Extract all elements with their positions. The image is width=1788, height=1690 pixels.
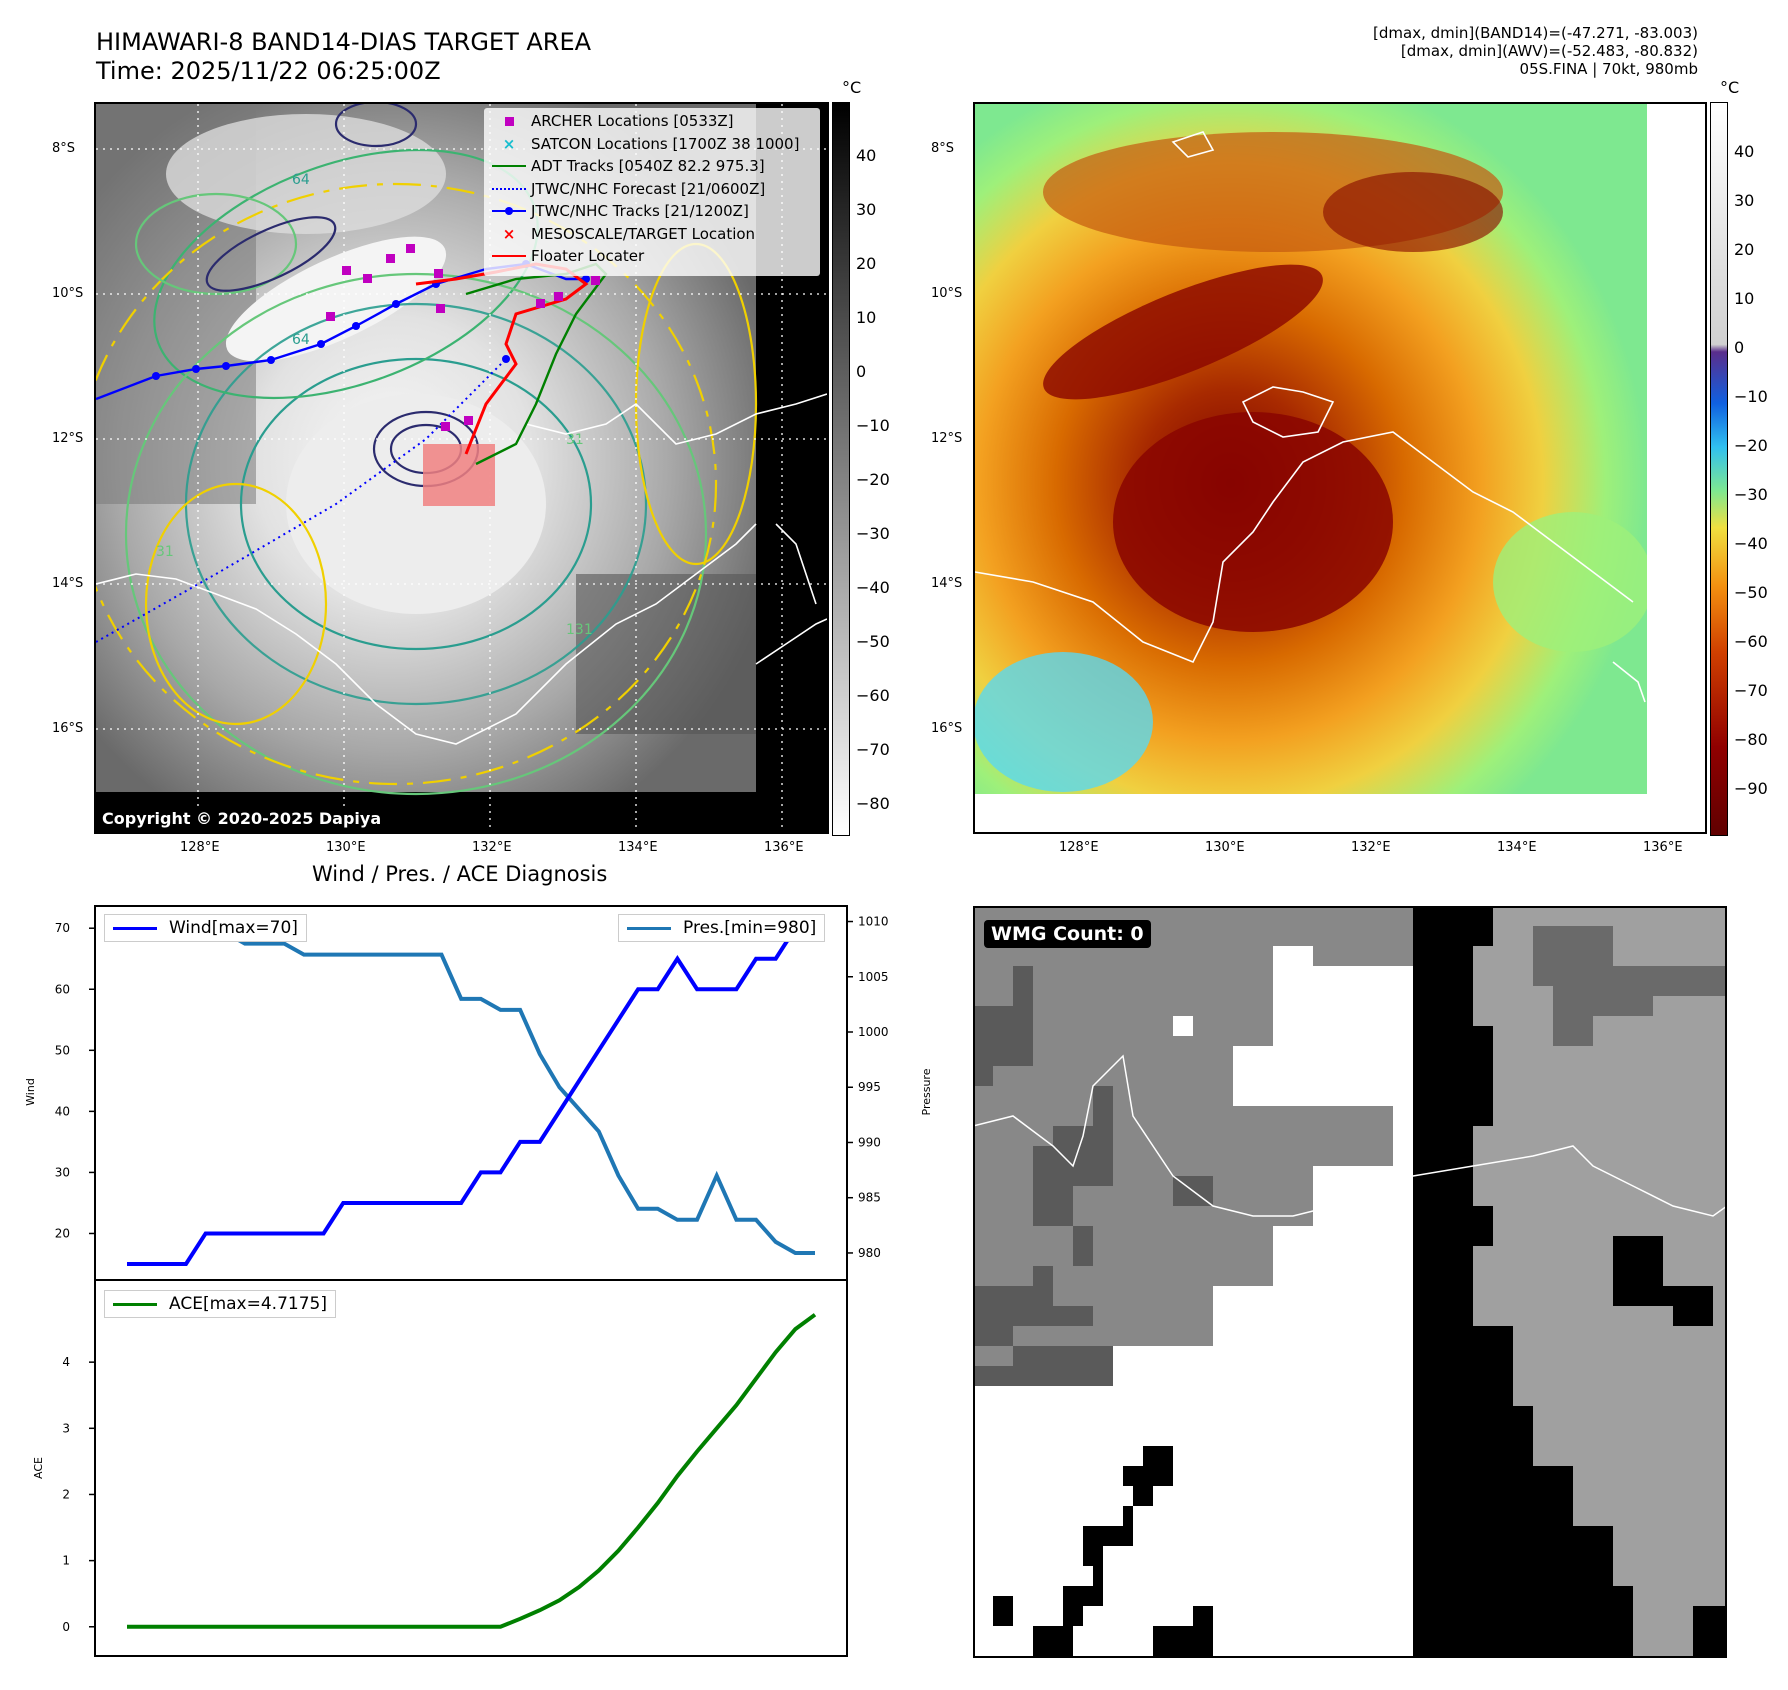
axis-tick-label: 1000	[858, 1025, 889, 1039]
ace-legend: ACE[max=4.7175]	[104, 1290, 336, 1318]
chart-time: Time: 2025/11/22 06:25:00Z	[96, 57, 441, 85]
axis-tick-label: 2	[62, 1487, 70, 1501]
wmg-count-badge: WMG Count: 0	[984, 920, 1151, 948]
axis-tick-label: 3	[62, 1421, 70, 1435]
axis-tick-label: 980	[858, 1246, 881, 1260]
axis-tick-label: 70	[55, 921, 70, 935]
axis-tick-label: 30	[55, 1165, 70, 1179]
wmg-frame	[973, 906, 1727, 1658]
lon-label: 136°E	[764, 840, 804, 855]
axis-tick-label: 40	[55, 1104, 70, 1118]
pressure-axis-ticks: 1010 1005 1000 995 990 985 980	[847, 915, 889, 1260]
dotted-line-icon	[487, 187, 531, 190]
wind-pres-frame	[94, 905, 848, 1281]
legend-item: × MESOSCALE/TARGET Location	[487, 223, 799, 246]
pressure-series-line	[127, 930, 815, 1255]
lat-label: 16°S	[931, 721, 963, 736]
ace-series-line	[127, 1313, 817, 1629]
axis-tick-label: 0	[62, 1620, 70, 1634]
axis-tick-label: 1010	[858, 915, 889, 929]
axis-tick-label: 1005	[858, 970, 889, 984]
wind-ylabel: Wind	[24, 1078, 37, 1106]
target-area-box	[423, 444, 495, 506]
axis-tick-label: 4	[62, 1355, 70, 1369]
line-icon	[487, 165, 531, 168]
lon-label: 128°E	[1059, 840, 1099, 855]
ir-color-map	[973, 102, 1707, 834]
ace-ylabel: ACE	[32, 1457, 45, 1479]
jtwc-forecast-track	[96, 358, 507, 643]
line-icon	[487, 255, 531, 258]
lat-label: 12°S	[931, 431, 963, 446]
copyright-notice: Copyright © 2020-2025 Dapiya	[96, 807, 388, 830]
wind-legend: Wind[max=70]	[104, 914, 307, 942]
lon-label: 132°E	[472, 840, 512, 855]
colorbar-enhanced	[1710, 102, 1728, 836]
lon-label: 134°E	[1497, 840, 1537, 855]
x-marker-icon: ×	[502, 134, 516, 153]
info-storm: 05S.FINA | 70kt, 980mb	[1519, 60, 1698, 78]
colorbar-unit: °C	[842, 78, 862, 97]
colorbar-grayscale	[832, 102, 850, 836]
adt-track	[465, 262, 608, 466]
lat-label: 10°S	[931, 286, 963, 301]
axis-tick-label: 985	[858, 1191, 881, 1205]
legend-item: Floater Locater	[487, 245, 799, 268]
contour-label: 64	[292, 332, 310, 348]
pres-ylabel: Pressure	[920, 1068, 933, 1115]
line-icon	[113, 1302, 157, 1306]
ir-grayscale-map: 64 64 31 31 131	[96, 104, 827, 832]
lat-label: 8°S	[931, 141, 955, 156]
legend-item: ARCHER Locations [0533Z]	[487, 110, 799, 133]
axis-tick-label: 1	[62, 1554, 70, 1568]
axis-tick-label: 995	[858, 1080, 881, 1094]
wind-axis-ticks: 70 60 50 40 30 20	[55, 921, 95, 1240]
legend-item: JTWC/NHC Forecast [21/0600Z]	[487, 178, 799, 201]
wind-series-line	[127, 926, 815, 1266]
lat-label: 10°S	[52, 286, 84, 301]
legend-item: JTWC/NHC Tracks [21/1200Z]	[487, 200, 799, 223]
wmg-panel	[973, 906, 1727, 1658]
ace-axis-ticks: 4 3 2 1 0	[62, 1355, 95, 1634]
axis-tick-label: 60	[55, 982, 70, 996]
lon-label: 130°E	[1205, 840, 1245, 855]
line-icon	[627, 926, 671, 930]
axis-tick-label: 990	[858, 1135, 881, 1149]
lon-label: 134°E	[618, 840, 658, 855]
ace-frame	[94, 1279, 848, 1657]
diagnosis-title: Wind / Pres. / ACE Diagnosis	[312, 862, 608, 886]
contour-label: 31	[566, 432, 584, 448]
color-map-frame	[973, 102, 1707, 834]
square-marker-icon	[487, 116, 531, 126]
axis-tick-label: 50	[55, 1043, 70, 1057]
pres-legend: Pres.[min=980]	[618, 914, 826, 942]
contour-label: 31	[156, 544, 174, 560]
lat-label: 16°S	[52, 721, 84, 736]
lat-label: 12°S	[52, 431, 84, 446]
map-legend: ARCHER Locations [0533Z] × SATCON Locatio…	[487, 110, 799, 268]
ir-map-frame	[94, 102, 829, 834]
lon-label: 128°E	[180, 840, 220, 855]
line-dot-icon	[487, 207, 531, 216]
contour-label: 64	[292, 172, 310, 188]
legend-item: × SATCON Locations [1700Z 38 1000]	[487, 133, 800, 156]
info-awv: [dmax, dmin](AWV)=(-52.483, -80.832)	[1400, 42, 1698, 60]
axis-tick-label: 20	[55, 1226, 70, 1240]
colorbar-unit: °C	[1720, 78, 1740, 97]
lat-label: 14°S	[52, 576, 84, 591]
x-marker-icon: ×	[502, 224, 516, 243]
lon-label: 136°E	[1643, 840, 1683, 855]
lat-label: 14°S	[931, 576, 963, 591]
line-icon	[113, 926, 157, 930]
lon-label: 130°E	[326, 840, 366, 855]
info-band14: [dmax, dmin](BAND14)=(-47.271, -83.003)	[1373, 24, 1698, 42]
lon-label: 132°E	[1351, 840, 1391, 855]
lat-label: 8°S	[52, 141, 76, 156]
legend-item: ADT Tracks [0540Z 82.2 975.3]	[487, 155, 799, 178]
chart-title: HIMAWARI-8 BAND14-DIAS TARGET AREA	[96, 28, 592, 56]
contour-label: 131	[566, 622, 593, 638]
info-block: [dmax, dmin](BAND14)=(-47.271, -83.003) …	[1373, 24, 1698, 78]
